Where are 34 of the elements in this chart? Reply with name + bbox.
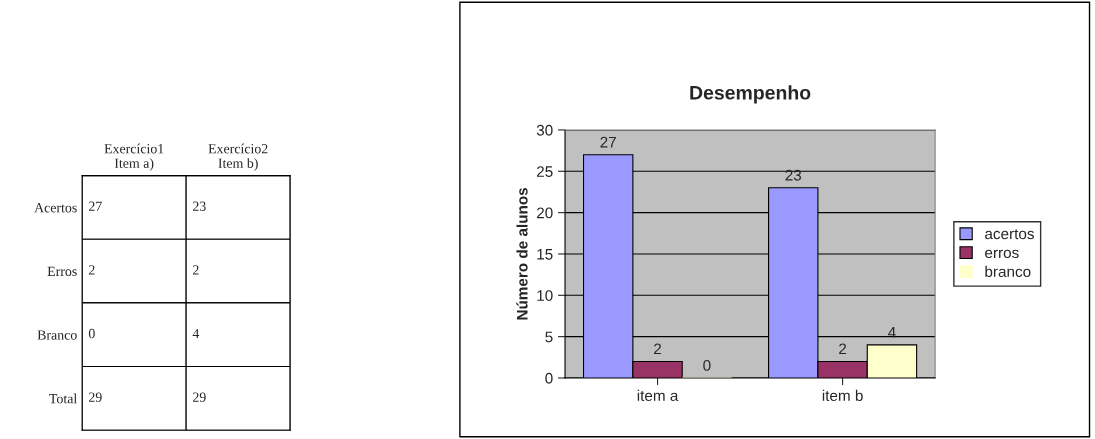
y-tick-label: 30	[536, 124, 553, 136]
y-tick-label: Acertos	[34, 203, 77, 213]
x-tick-label: item b	[822, 389, 863, 402]
data-label: 0	[88, 328, 95, 339]
legend-label: erros	[985, 249, 1019, 259]
data-label: 27	[600, 136, 616, 148]
data-label: 2	[839, 343, 847, 355]
data-label: 29	[88, 392, 102, 402]
data-label: 2	[88, 265, 95, 275]
y-tick-label: 10	[537, 290, 553, 301]
data-label: 0	[703, 359, 711, 371]
data-label: 23	[193, 201, 206, 211]
y-tick-label: 15	[537, 248, 553, 260]
y-tick-label: Branco	[37, 330, 77, 340]
x-tick-label: item a	[637, 389, 679, 402]
x-tick-label: Exercício2 Item b)	[208, 143, 268, 171]
data-label: 4	[192, 328, 200, 339]
x-tick-label: Exercício1 Item a)	[104, 143, 164, 171]
y-tick-label: Erros	[47, 266, 77, 277]
y-tick-label: 0	[545, 372, 553, 384]
legend-label: branco	[985, 265, 1031, 278]
y-tick-label: 20	[536, 207, 553, 219]
chart-title: Desempenho	[690, 85, 811, 104]
data-label: 23	[785, 169, 802, 181]
data-label: 4	[888, 327, 896, 338]
data-label: 27	[88, 201, 102, 211]
data-label: 29	[193, 392, 206, 402]
y-axis-title: Número de alunos	[516, 187, 528, 320]
data-label: 2	[193, 265, 199, 275]
data-label: 2	[654, 343, 662, 355]
legend-label: acertos	[985, 229, 1034, 240]
y-tick-label: 25	[536, 166, 553, 177]
y-tick-label: Total	[49, 393, 77, 404]
y-tick-label: 5	[545, 331, 553, 343]
